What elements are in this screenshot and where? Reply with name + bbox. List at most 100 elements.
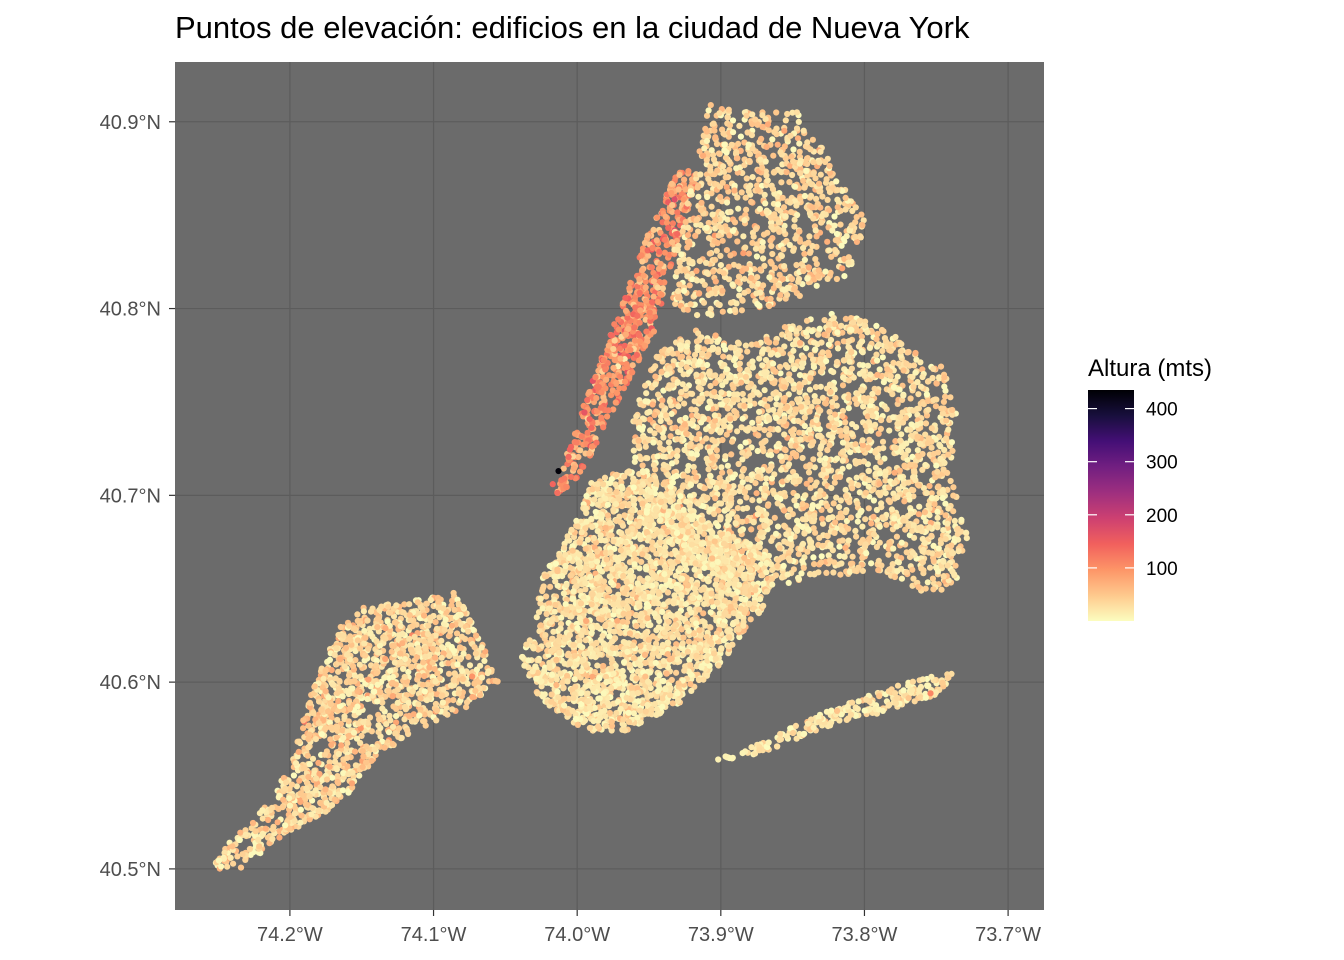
building-point bbox=[963, 535, 970, 542]
building-point bbox=[910, 575, 917, 582]
building-point bbox=[868, 560, 875, 567]
building-point bbox=[770, 366, 777, 373]
building-point bbox=[663, 371, 671, 378]
building-point bbox=[684, 273, 691, 280]
building-point bbox=[864, 362, 872, 369]
building-point bbox=[632, 418, 639, 425]
building-point bbox=[727, 494, 735, 501]
building-point bbox=[721, 147, 728, 154]
building-point bbox=[575, 453, 582, 461]
building-point bbox=[573, 439, 580, 446]
building-point bbox=[755, 505, 762, 512]
building-point bbox=[705, 310, 712, 317]
building-point bbox=[752, 480, 759, 487]
building-point bbox=[915, 453, 922, 460]
building-point bbox=[666, 365, 673, 372]
building-point bbox=[799, 500, 806, 507]
building-point bbox=[742, 439, 749, 446]
building-point bbox=[726, 158, 733, 165]
building-point bbox=[792, 442, 799, 449]
building-point bbox=[673, 472, 680, 479]
building-point bbox=[729, 438, 736, 445]
building-point bbox=[892, 378, 899, 385]
building-point bbox=[852, 460, 860, 467]
building-point bbox=[913, 421, 921, 428]
building-point bbox=[917, 383, 925, 390]
building-point bbox=[949, 447, 956, 454]
building-point bbox=[729, 227, 737, 234]
building-point bbox=[571, 430, 579, 437]
building-point bbox=[759, 112, 766, 119]
building-point bbox=[795, 576, 803, 583]
building-point bbox=[816, 451, 824, 458]
building-point bbox=[760, 255, 767, 262]
building-point bbox=[875, 341, 883, 348]
building-point bbox=[730, 385, 737, 392]
building-point bbox=[834, 196, 841, 203]
building-point bbox=[737, 372, 744, 379]
building-point bbox=[769, 566, 776, 574]
building-point bbox=[709, 346, 716, 353]
building-point bbox=[734, 238, 741, 245]
building-point bbox=[672, 300, 679, 307]
building-point bbox=[749, 364, 757, 371]
building-point bbox=[767, 425, 774, 433]
building-point bbox=[813, 416, 820, 424]
building-point bbox=[749, 174, 756, 181]
building-point bbox=[828, 484, 835, 492]
building-point bbox=[921, 509, 929, 516]
building-point bbox=[682, 186, 689, 193]
building-point bbox=[749, 358, 756, 365]
building-point bbox=[754, 447, 761, 455]
building-point bbox=[734, 505, 742, 512]
building-point bbox=[739, 518, 746, 525]
building-point bbox=[786, 179, 793, 186]
building-point bbox=[859, 523, 866, 530]
building-point bbox=[890, 490, 897, 497]
building-point bbox=[823, 176, 830, 183]
building-point bbox=[719, 401, 726, 408]
building-point bbox=[654, 453, 661, 460]
building-point bbox=[742, 373, 750, 380]
building-point bbox=[800, 564, 807, 572]
building-point bbox=[911, 534, 918, 541]
building-point bbox=[857, 547, 864, 555]
building-point bbox=[810, 170, 817, 177]
building-point bbox=[676, 417, 684, 424]
building-point bbox=[845, 377, 852, 384]
building-point bbox=[876, 539, 883, 546]
building-point bbox=[894, 568, 901, 575]
building-point bbox=[741, 488, 749, 495]
building-point bbox=[658, 402, 665, 409]
building-point bbox=[898, 341, 905, 348]
building-point bbox=[783, 169, 790, 176]
building-point bbox=[774, 425, 782, 432]
building-point bbox=[643, 566, 650, 573]
building-point bbox=[666, 445, 673, 452]
building-point bbox=[812, 529, 819, 536]
building-point bbox=[737, 443, 744, 450]
building-point bbox=[842, 486, 849, 493]
building-point bbox=[780, 246, 787, 253]
building-point bbox=[920, 546, 927, 554]
building-point bbox=[783, 531, 790, 538]
building-point bbox=[611, 337, 618, 344]
building-point bbox=[669, 350, 677, 357]
building-point bbox=[851, 567, 859, 574]
building-point bbox=[658, 368, 665, 375]
building-point bbox=[661, 236, 669, 243]
building-point bbox=[813, 195, 820, 202]
building-point bbox=[815, 331, 822, 338]
building-point bbox=[839, 457, 846, 464]
building-point bbox=[801, 492, 809, 499]
building-point bbox=[631, 318, 639, 325]
building-point bbox=[691, 351, 699, 358]
building-point bbox=[764, 229, 771, 236]
building-point bbox=[829, 227, 836, 234]
building-point bbox=[794, 517, 801, 524]
building-point bbox=[831, 479, 838, 486]
building-point bbox=[796, 372, 804, 379]
building-point bbox=[870, 513, 877, 520]
building-point bbox=[843, 517, 851, 525]
building-point bbox=[734, 278, 741, 285]
